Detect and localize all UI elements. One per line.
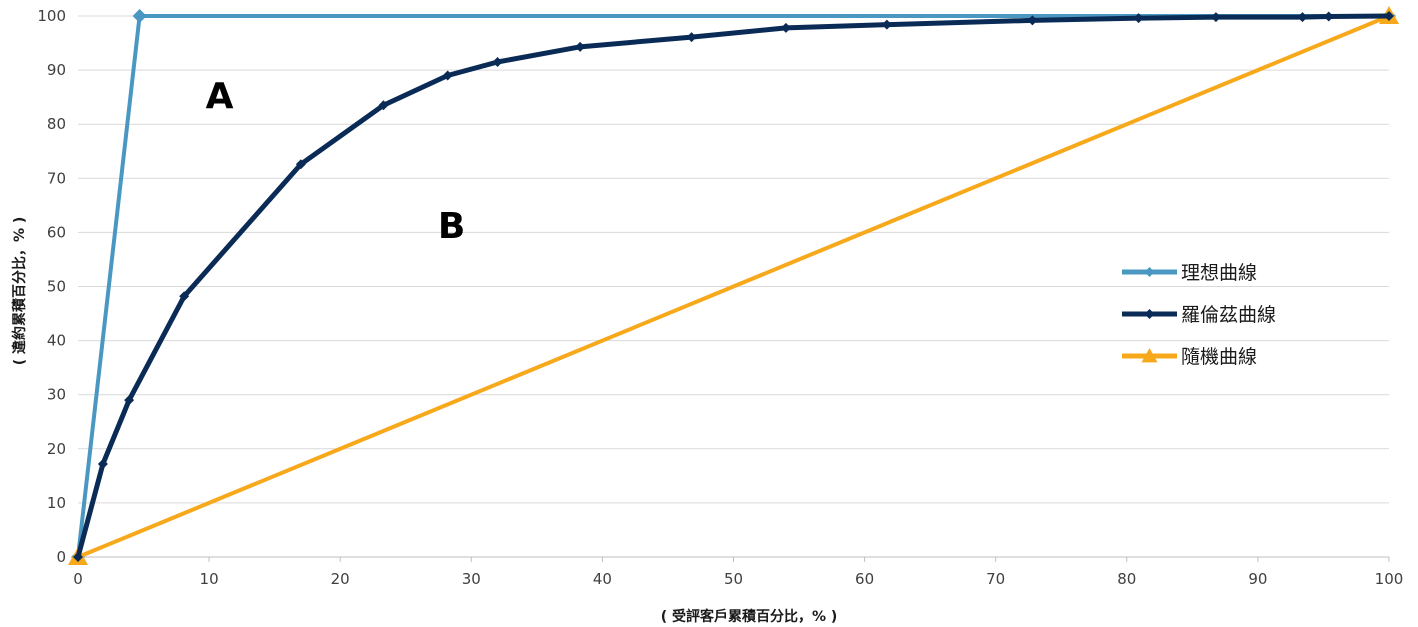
y-tick-label: 10 <box>47 494 66 512</box>
x-tick-label: 100 <box>1375 570 1404 588</box>
legend-swatch-marker <box>1144 309 1155 319</box>
data-point <box>1384 11 1394 21</box>
y-axis-title: ( 違約累積百分比，% ) <box>11 217 28 366</box>
y-tick-label: 0 <box>56 548 66 566</box>
data-point <box>97 458 108 469</box>
series-line <box>75 13 1390 558</box>
data-point <box>881 19 892 30</box>
data-point <box>1210 12 1221 23</box>
x-tick-label: 50 <box>724 570 743 588</box>
y-tick-label: 30 <box>47 386 66 404</box>
data-point <box>686 32 697 43</box>
series-1 <box>73 11 1394 562</box>
y-tick-label: 60 <box>47 223 66 241</box>
x-tick-label: 0 <box>73 570 83 588</box>
y-tick-label: 20 <box>47 440 66 458</box>
x-tick-label: 70 <box>986 570 1005 588</box>
x-tick-label: 60 <box>855 570 874 588</box>
data-point <box>1027 15 1038 26</box>
data-point <box>124 395 135 406</box>
data-point <box>1133 13 1144 24</box>
data-point <box>295 159 306 170</box>
data-point <box>132 9 147 23</box>
data-point <box>1323 11 1334 22</box>
y-tick-label: 50 <box>47 278 66 296</box>
legend-label: 羅倫茲曲線 <box>1181 304 1276 326</box>
legend-label: 隨機曲線 <box>1181 346 1257 368</box>
x-tick-label: 40 <box>593 570 612 588</box>
legend-item: 羅倫茲曲線 <box>1122 304 1276 326</box>
x-tick-label: 20 <box>331 570 350 588</box>
y-tick-label: 100 <box>37 7 66 25</box>
x-axis: 0 10 20 30 40 50 60 70 80 90 100 <box>73 556 1404 588</box>
legend-swatch-marker <box>1144 267 1155 277</box>
data-point <box>442 70 453 81</box>
y-tick-label: 40 <box>47 332 66 350</box>
data-point <box>378 100 389 111</box>
region-label-b: B <box>438 206 465 247</box>
x-axis-title: ( 受評客戶累積百分比，% ) <box>661 608 838 625</box>
legend-label: 理想曲線 <box>1181 262 1257 284</box>
x-tick-label: 10 <box>200 570 219 588</box>
data-point <box>179 291 190 302</box>
region-label-a: A <box>206 76 234 117</box>
y-axis: 0 10 20 30 40 50 60 70 80 90 100 <box>37 7 66 566</box>
x-tick-label: 90 <box>1248 570 1267 588</box>
y-tick-label: 90 <box>47 61 66 79</box>
data-point <box>780 22 791 33</box>
legend-swatch-marker <box>1141 348 1158 363</box>
series-2 <box>68 6 1399 565</box>
series-line <box>77 14 1390 559</box>
region-labels: AB <box>206 76 466 247</box>
legend-item: 隨機曲線 <box>1122 346 1257 368</box>
legend-item: 理想曲線 <box>1122 262 1257 284</box>
y-tick-label: 70 <box>47 169 66 187</box>
data-point <box>1297 12 1308 23</box>
x-tick-label: 30 <box>462 570 481 588</box>
data-point <box>73 552 83 562</box>
x-tick-label: 80 <box>1117 570 1136 588</box>
data-point <box>575 41 586 52</box>
data-point <box>492 56 503 67</box>
y-tick-label: 80 <box>47 115 66 133</box>
series-group <box>68 6 1399 565</box>
